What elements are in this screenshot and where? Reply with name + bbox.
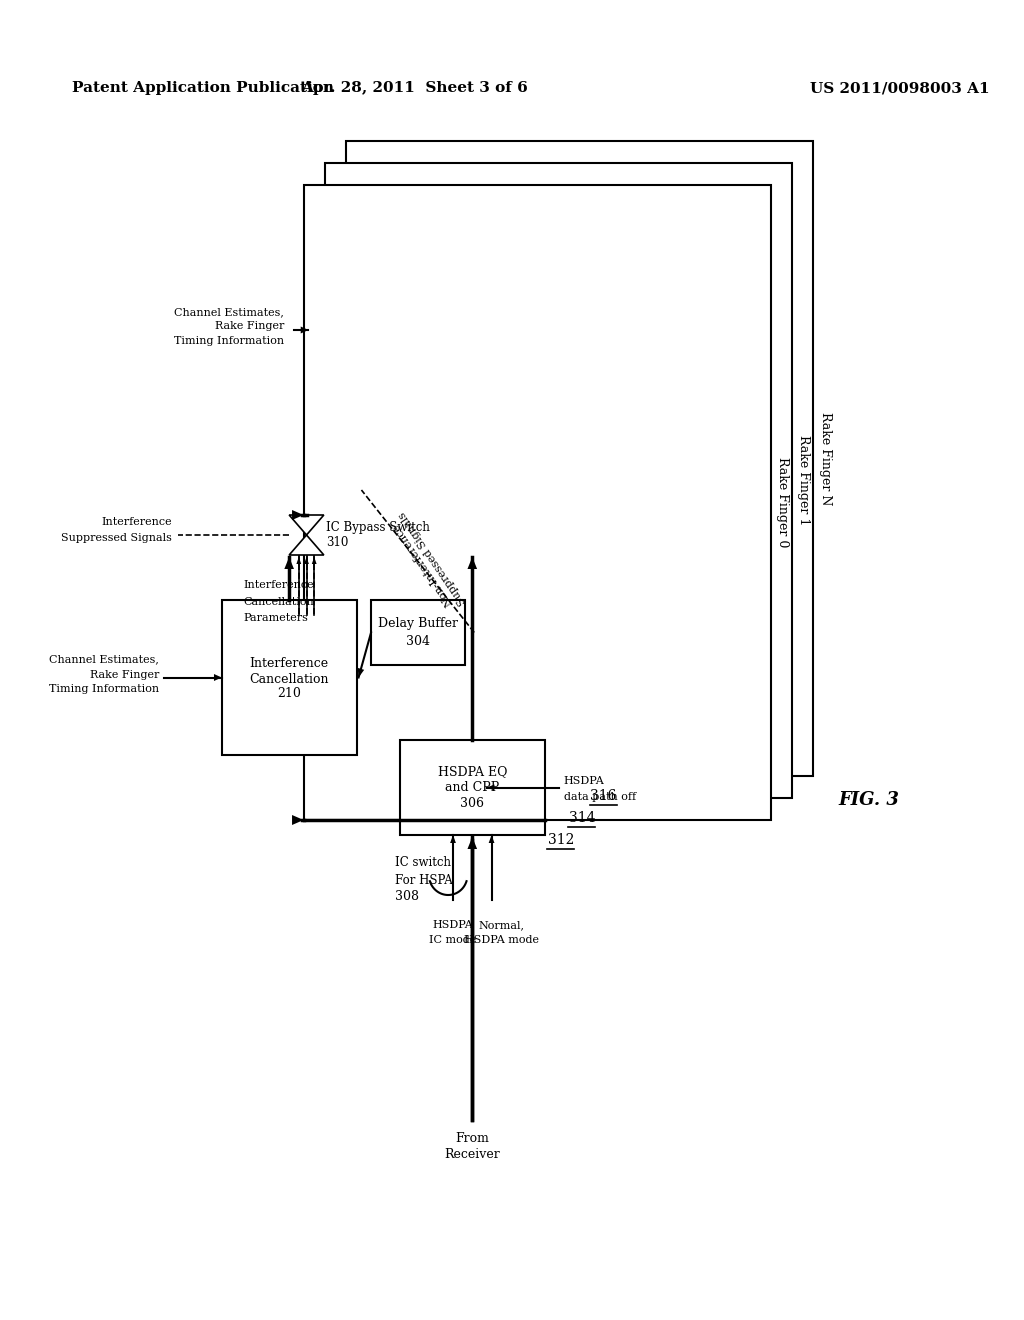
Polygon shape — [304, 557, 309, 564]
Polygon shape — [285, 557, 294, 569]
Text: IC switch: IC switch — [395, 857, 452, 870]
Text: Cancellation: Cancellation — [244, 597, 314, 607]
Text: IC mode: IC mode — [429, 935, 476, 945]
Text: Timing Information: Timing Information — [49, 685, 159, 694]
Text: 310: 310 — [326, 536, 348, 549]
Text: Cancellation: Cancellation — [250, 673, 329, 686]
Polygon shape — [289, 515, 324, 535]
Text: US 2011/0098003 A1: US 2011/0098003 A1 — [810, 81, 989, 95]
Text: 314: 314 — [568, 810, 595, 825]
Text: Rake Finger: Rake Finger — [215, 321, 285, 331]
Bar — [303, 185, 771, 820]
Bar — [400, 741, 545, 836]
Text: 304: 304 — [406, 635, 430, 648]
Bar — [325, 162, 793, 799]
Text: HSDPA mode: HSDPA mode — [464, 935, 539, 945]
Text: Rake Finger N: Rake Finger N — [818, 412, 831, 506]
Text: HSDPA: HSDPA — [432, 920, 473, 931]
Text: Timing Information: Timing Information — [174, 337, 285, 346]
Text: Rake Finger 0: Rake Finger 0 — [776, 457, 790, 548]
Bar — [346, 141, 813, 776]
Text: For HSPA: For HSPA — [395, 874, 453, 887]
Bar — [221, 601, 356, 755]
Text: Normal,: Normal, — [478, 920, 524, 931]
Bar — [371, 601, 465, 665]
Polygon shape — [488, 836, 495, 843]
Text: IC Bypass Switch: IC Bypass Switch — [326, 520, 430, 533]
Text: 312: 312 — [548, 833, 573, 847]
Text: Channel Estimates,: Channel Estimates, — [174, 308, 285, 317]
Polygon shape — [296, 557, 301, 564]
Text: 306: 306 — [460, 797, 484, 810]
Text: Apr. 28, 2011  Sheet 3 of 6: Apr. 28, 2011 Sheet 3 of 6 — [301, 81, 527, 95]
Text: 210: 210 — [278, 686, 301, 700]
Text: 316: 316 — [590, 789, 616, 803]
Polygon shape — [292, 814, 303, 825]
Text: From: From — [456, 1131, 489, 1144]
Text: Rake Finger: Rake Finger — [90, 669, 159, 680]
Polygon shape — [301, 326, 308, 334]
Text: Suppressed Signals: Suppressed Signals — [60, 533, 172, 543]
Text: Interference: Interference — [244, 579, 314, 590]
Text: Channel Estimates,: Channel Estimates, — [49, 655, 159, 664]
Text: HSDPA: HSDPA — [564, 776, 604, 785]
Polygon shape — [468, 557, 477, 569]
Text: Patent Application Publication: Patent Application Publication — [73, 81, 334, 95]
Polygon shape — [214, 675, 221, 681]
Text: HSDPA EQ: HSDPA EQ — [437, 766, 507, 777]
Text: Rake Finger 1: Rake Finger 1 — [798, 436, 810, 525]
Text: data path off: data path off — [564, 792, 636, 801]
Polygon shape — [289, 535, 324, 554]
Polygon shape — [486, 784, 495, 791]
Polygon shape — [451, 836, 456, 843]
Text: and CPP: and CPP — [445, 781, 500, 795]
Polygon shape — [292, 510, 303, 520]
Text: Delay Buffer: Delay Buffer — [378, 616, 458, 630]
Polygon shape — [357, 668, 365, 677]
Text: FIG. 3: FIG. 3 — [839, 791, 899, 809]
Text: Receiver: Receiver — [444, 1148, 500, 1162]
Text: Parameters: Parameters — [244, 612, 308, 623]
Polygon shape — [311, 557, 316, 564]
Text: 308: 308 — [395, 891, 419, 903]
Text: Interference: Interference — [101, 517, 172, 527]
Polygon shape — [468, 837, 477, 849]
Text: Interference: Interference — [250, 657, 329, 671]
Text: Non-Interference
Suppressed Signals: Non-Interference Suppressed Signals — [387, 510, 468, 612]
